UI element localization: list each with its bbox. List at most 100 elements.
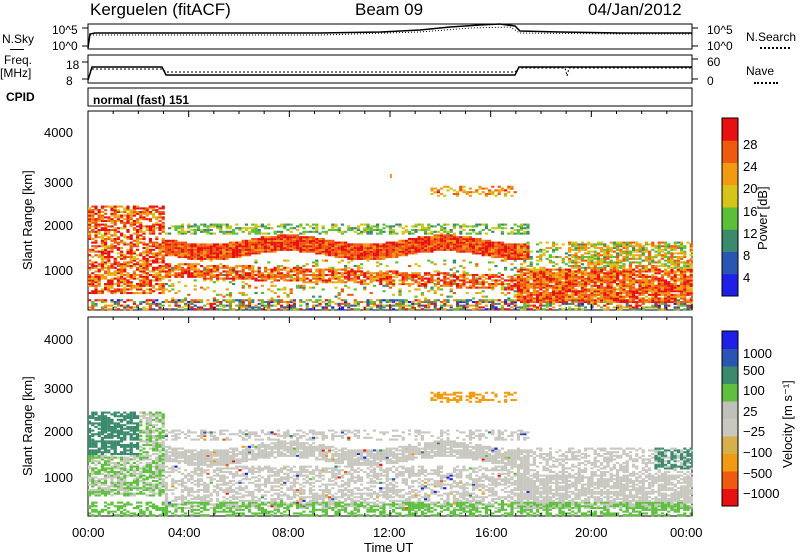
power-cell [587,279,591,282]
power-cell [139,288,143,291]
power-cell [363,227,367,230]
power-cell [609,270,613,273]
power-cell [97,225,101,228]
power-cell [481,290,485,293]
power-cell [145,300,149,304]
power-cell [379,248,383,251]
power-cell [155,236,159,239]
power-cell [462,304,466,307]
power-cell [401,275,405,278]
power-cell [350,270,354,273]
power-cell [174,266,178,269]
power-cell [193,268,197,271]
power-cell [142,209,146,212]
power-cell [344,272,348,275]
power-cell [254,252,258,255]
freq-panel-frame [87,54,693,84]
power-cell [193,304,197,307]
power-cell [452,291,456,295]
power-cell [225,232,229,235]
power-cell [526,277,530,280]
power-cell [219,263,223,266]
power-cell [648,299,652,302]
power-cell [113,270,117,273]
power-cell [222,245,226,248]
power-cell [337,277,341,280]
power-cell [324,239,328,242]
power-cell [244,245,248,248]
power-cell [152,255,156,259]
power-cell [251,272,255,275]
power-cell [225,272,229,275]
power-cell [596,266,600,269]
power-cell [571,282,575,286]
power-cell [206,266,210,269]
power-cell [622,259,626,262]
power-cell [152,275,156,278]
power-cell [228,308,232,311]
power-cell [523,277,527,280]
power-cell [571,291,575,295]
power-cell [120,234,124,237]
power-cell [328,245,332,248]
power-cell [212,223,216,226]
power-cell [94,290,98,293]
power-cell [542,308,546,311]
power-cell [276,230,280,233]
power-cell [622,264,626,268]
power-cell [267,232,271,235]
power-cell [443,245,447,248]
power-cell [635,306,639,309]
power-cell [331,273,335,277]
power-cell [452,243,456,246]
power-cell [596,300,600,304]
power-cell [446,245,450,248]
power-cell [539,288,543,291]
power-cell [568,277,572,280]
power-cell [100,227,104,230]
power-cell [350,228,354,232]
power-cell [104,223,108,226]
power-cell [155,205,159,208]
power-cell [593,264,597,268]
power-cell [491,252,495,255]
power-cell [158,304,162,307]
nsky-trace [87,23,692,49]
power-cell [104,263,108,266]
power-cell [190,232,194,235]
power-cell [193,272,197,275]
power-cell [241,243,245,246]
power-cell [315,245,319,248]
power-cell [104,246,108,250]
power-cell [488,250,492,253]
power-cell [225,304,229,307]
power-cell [516,291,520,295]
power-cell [225,264,229,268]
power-cell [276,295,280,298]
power-cell [305,273,309,277]
power-cell [475,279,479,282]
power-cell [468,284,472,287]
power-cell [241,246,245,250]
power-cell [212,232,216,235]
power-cell [145,264,149,268]
power-cell [545,272,549,275]
power-cell [414,223,418,226]
power-cell [200,259,204,262]
power-cell [376,299,380,302]
power-cell [164,245,168,248]
power-cell [545,286,549,289]
power-cell [123,300,127,304]
power-cell [532,304,536,307]
power-cell [584,300,588,304]
power-cell [484,286,488,289]
power-cell [180,243,184,246]
power-cell [574,290,578,293]
power-cell [392,270,396,273]
power-cell [126,243,130,246]
power-cell [132,239,136,242]
power-cell [148,237,152,241]
nsky-panel-ticks [82,27,698,47]
power-cell [94,275,98,278]
power-cell [139,218,143,221]
